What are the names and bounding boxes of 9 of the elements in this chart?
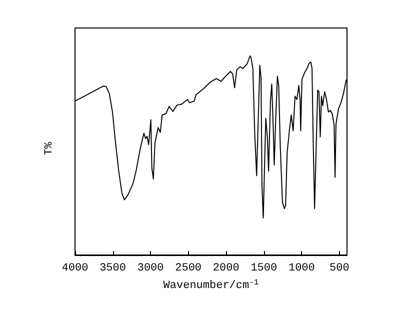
x-tick-label: 1000	[288, 262, 315, 274]
x-tick-label: 3500	[100, 262, 126, 274]
y-axis-title: T%	[44, 142, 56, 156]
x-tick-label: 4000	[62, 262, 88, 274]
x-tick-label: 3000	[137, 262, 164, 274]
x-tick-label: 500	[330, 262, 350, 274]
x-tick-label: 2500	[175, 262, 202, 274]
x-tick-label: 1500	[250, 262, 278, 274]
x-tick-label: 2000	[212, 262, 240, 274]
